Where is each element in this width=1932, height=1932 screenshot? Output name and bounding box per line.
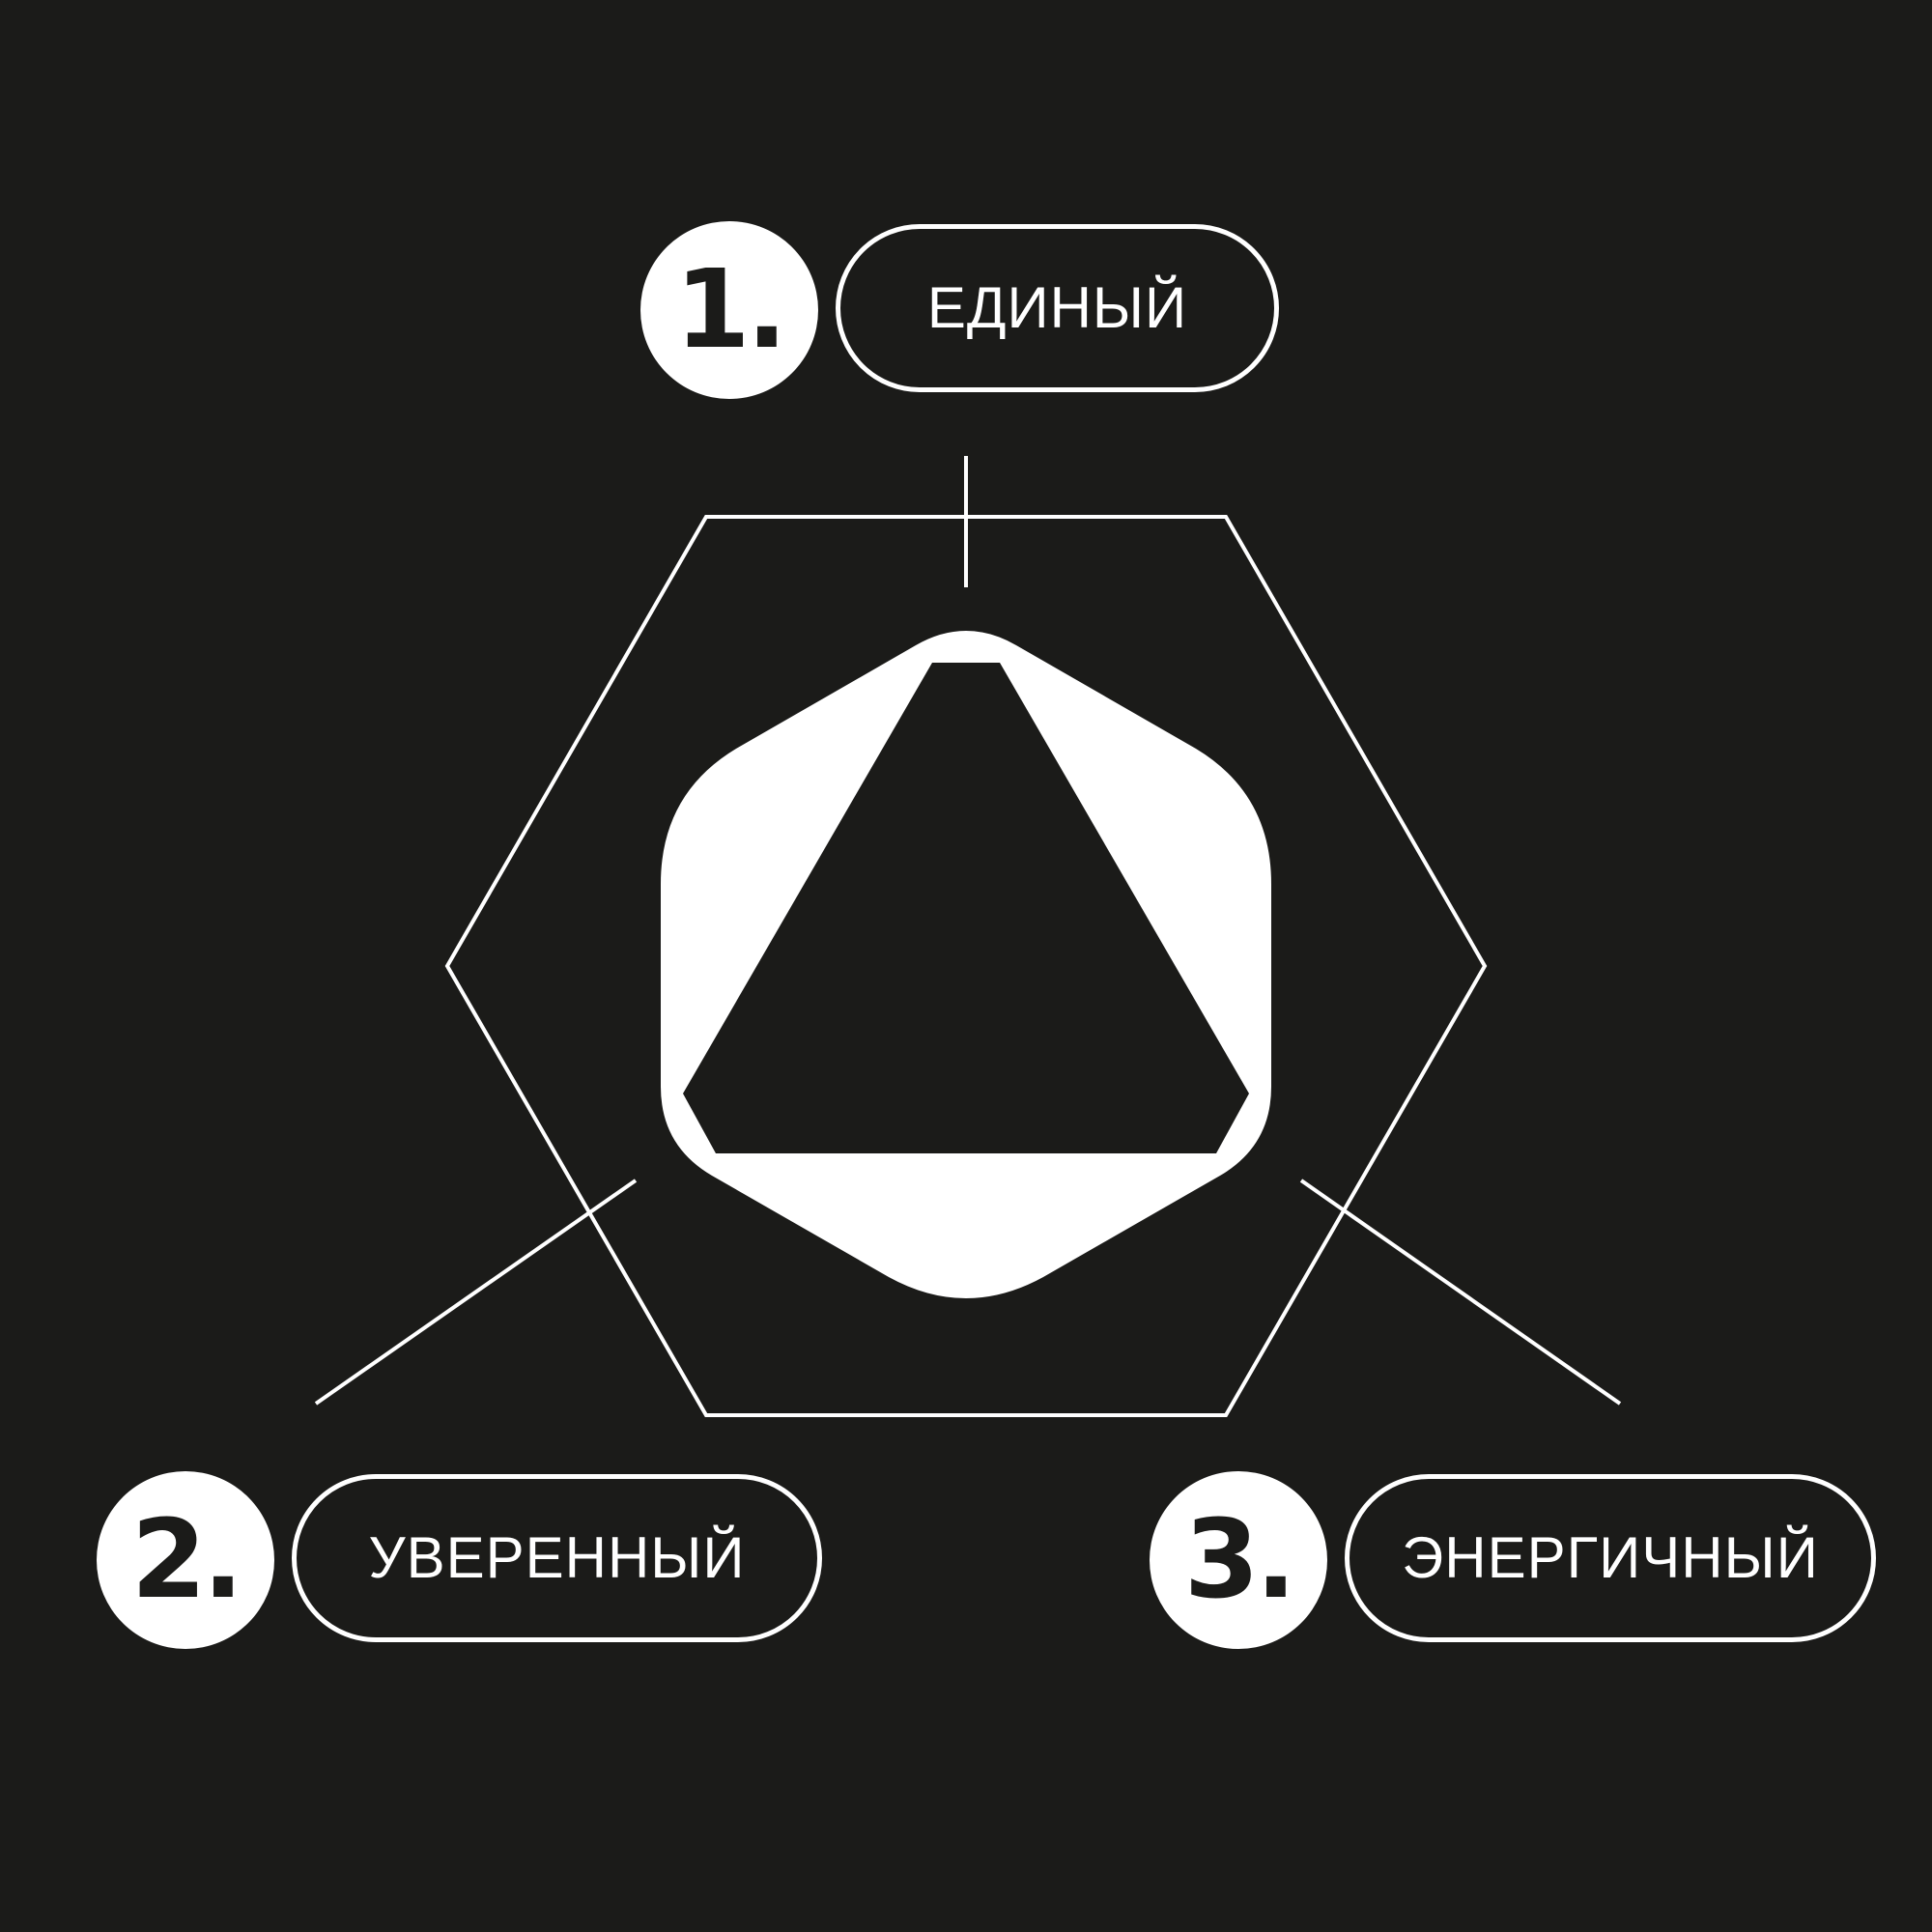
number-badge-1: 1. — [640, 221, 818, 399]
number-badge-3: 3. — [1150, 1471, 1327, 1649]
label-pill-2: УВЕРЕННЫЙ — [292, 1474, 822, 1642]
logo-mark-icon — [661, 631, 1271, 1298]
label-pill-1-text: ЕДИНЫЙ — [926, 275, 1188, 340]
number-badge-2: 2. — [97, 1471, 274, 1649]
connector-line-3 — [1299, 1179, 1622, 1406]
number-badge-1-text: 1. — [674, 247, 788, 373]
label-pill-3: ЭНЕРГИЧНЫЙ — [1345, 1474, 1876, 1642]
outer-hexagon — [444, 515, 1488, 1417]
logo-inner-triangle — [683, 663, 1249, 1153]
number-badge-3-text: 3. — [1183, 1497, 1297, 1623]
label-pill-3-text: ЭНЕРГИЧНЫЙ — [1402, 1525, 1819, 1590]
number-badge-2-text: 2. — [130, 1497, 244, 1623]
label-pill-2-text: УВЕРЕННЫЙ — [368, 1525, 746, 1590]
label-pill-1: ЕДИНЫЙ — [836, 224, 1279, 392]
connector-line-2 — [314, 1179, 638, 1406]
